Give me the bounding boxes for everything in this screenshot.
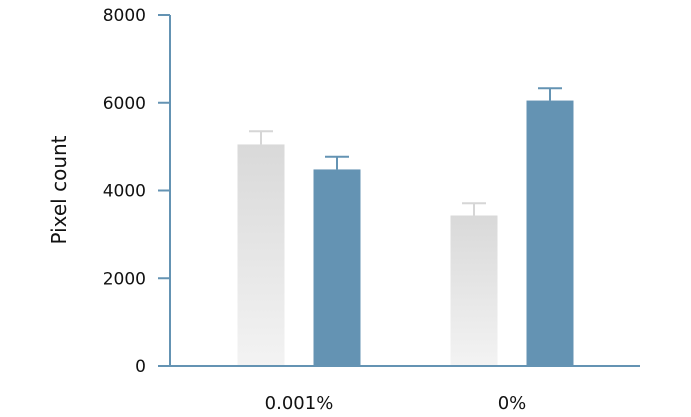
bar-2-0.001% (313, 169, 361, 366)
bar-1-0.001% (237, 144, 285, 366)
error-bar-2-0.001% (325, 155, 349, 170)
bar-1-0% (450, 215, 498, 366)
y-axis-title: Pixel count (47, 135, 71, 244)
bar-2-0% (526, 100, 574, 367)
y-tick-label-4000: 4000 (103, 182, 146, 202)
y-tick-label-2000: 2000 (103, 269, 146, 289)
y-tick-label-0: 0 (135, 357, 146, 377)
x-category-label-1: 0.001% (265, 393, 334, 414)
axes-layer: 0 2000 4000 6000 8000 0.001% 0% (103, 6, 640, 414)
x-category-label-2: 0% (498, 393, 527, 414)
error-bar-1-0% (462, 202, 486, 216)
y-tick-label-6000: 6000 (103, 94, 146, 114)
error-bar-2-0% (538, 87, 562, 101)
y-tick-label-8000: 8000 (103, 6, 146, 26)
bars-layer (237, 87, 574, 367)
error-bar-1-0.001% (249, 130, 273, 145)
